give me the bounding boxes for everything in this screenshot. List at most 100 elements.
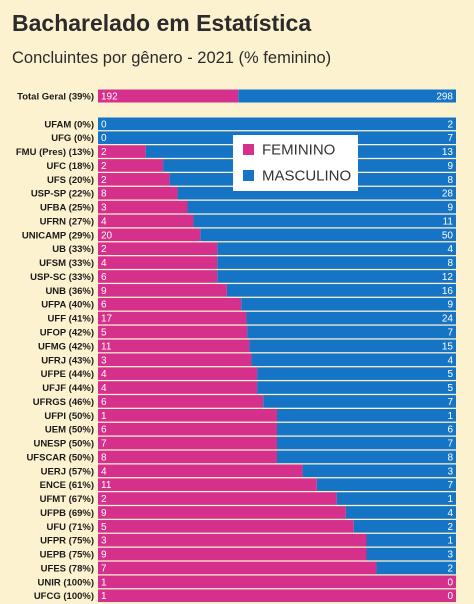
row-22-value-masculino: 6 [447, 425, 453, 436]
row-12-value-feminino: 9 [101, 286, 107, 297]
row-16-value-feminino: 11 [101, 341, 112, 352]
row-0-value-masculino: 2 [447, 119, 453, 130]
row-7-label: UFRN (27%) [40, 216, 94, 227]
row-15-value-feminino: 5 [101, 328, 107, 339]
row-14-value-masculino: 24 [442, 314, 454, 325]
row-17-value-feminino: 3 [101, 355, 107, 366]
row-29-value-feminino: 5 [101, 522, 107, 533]
row-13-bar-feminino [98, 297, 242, 311]
row-29-bar-masculino [353, 520, 456, 533]
row-16-value-masculino: 15 [442, 341, 454, 352]
row-11-bar-feminino [98, 270, 218, 283]
total-row-bar-masculino [238, 89, 456, 103]
row-5-value-masculino: 28 [442, 189, 454, 200]
row-5-label: USP-SP (22%) [31, 189, 94, 200]
row-28-value-masculino: 4 [447, 508, 453, 519]
row-22-bar-feminino [98, 422, 277, 436]
row-27-value-feminino: 2 [101, 494, 107, 505]
row-32-value-masculino: 2 [447, 563, 453, 574]
row-0-label: UFAM (0%) [44, 119, 94, 130]
row-26-bar-masculino [316, 478, 456, 491]
row-28-value-feminino: 9 [101, 508, 107, 519]
row-25-label: UERJ (57%) [41, 466, 94, 477]
row-1-label: UFG (0%) [51, 133, 94, 144]
row-23-value-masculino: 7 [447, 439, 453, 450]
row-32-bar-feminino [98, 561, 377, 575]
row-30-bar-feminino [98, 533, 367, 547]
row-18-label: UFPE (44%) [41, 369, 94, 380]
row-10-label: UFSM (33%) [39, 258, 94, 269]
row-14-label: UFF (41%) [48, 314, 94, 325]
row-32-value-feminino: 7 [101, 563, 107, 574]
row-27-value-masculino: 1 [447, 494, 453, 505]
row-6-value-masculino: 9 [447, 203, 453, 214]
row-16-bar-feminino [98, 339, 250, 353]
row-34-label: UFCG (100%) [34, 591, 94, 602]
row-9-value-masculino: 4 [447, 244, 453, 255]
row-17-bar-feminino [98, 353, 252, 367]
row-7-value-feminino: 4 [101, 216, 107, 227]
row-31-label: UEPB (75%) [40, 550, 94, 561]
legend-swatch-masculino [243, 170, 254, 181]
row-28-bar-masculino [345, 506, 456, 519]
row-24-value-feminino: 8 [101, 452, 107, 463]
row-33-value-feminino: 1 [101, 577, 107, 588]
row-2-value-masculino: 13 [442, 147, 454, 158]
row-30-label: UFPR (75%) [40, 536, 94, 547]
row-14-bar-feminino [98, 311, 247, 325]
row-9-bar-masculino [217, 242, 456, 256]
row-25-bar-masculino [302, 464, 456, 478]
row-6-bar-masculino [187, 200, 456, 214]
row-18-value-feminino: 4 [101, 369, 107, 380]
row-4-value-feminino: 2 [101, 175, 107, 186]
row-34-bar-feminino [98, 589, 456, 603]
row-11-value-masculino: 12 [442, 272, 454, 283]
row-8-value-masculino: 50 [442, 230, 454, 241]
row-11-label: USP-SC (33%) [30, 272, 94, 283]
row-27-label: UFMT (67%) [40, 494, 94, 505]
row-0-value-feminino: 0 [101, 119, 107, 130]
row-17-bar-masculino [251, 353, 456, 367]
row-22-bar-masculino [277, 422, 456, 436]
total-row-value-feminino: 192 [101, 92, 118, 103]
row-2-value-feminino: 2 [101, 147, 107, 158]
row-12-value-masculino: 16 [442, 286, 454, 297]
row-14-bar-masculino [246, 311, 456, 325]
row-20-bar-feminino [98, 395, 264, 408]
row-24-label: UFSCAR (50%) [26, 452, 94, 463]
row-28-label: UFPB (69%) [40, 508, 94, 519]
row-34-value-masculino: 0 [447, 591, 453, 602]
row-23-label: UNESP (50%) [33, 439, 94, 450]
row-19-value-masculino: 5 [447, 383, 453, 394]
row-21-value-masculino: 1 [447, 411, 453, 422]
row-30-value-masculino: 1 [447, 536, 453, 547]
row-13-label: UFPA (40%) [41, 300, 94, 311]
row-1-value-feminino: 0 [101, 133, 107, 144]
row-15-bar-feminino [98, 325, 248, 339]
row-25-value-feminino: 4 [101, 466, 107, 477]
row-15-bar-masculino [247, 325, 456, 339]
row-29-bar-feminino [98, 520, 354, 533]
row-21-bar-masculino [277, 408, 456, 422]
row-29-value-masculino: 2 [447, 522, 453, 533]
row-8-label: UNICAMP (29%) [22, 230, 94, 241]
row-7-bar-masculino [193, 214, 456, 228]
row-5-value-feminino: 8 [101, 189, 107, 200]
row-16-bar-masculino [249, 339, 456, 353]
row-17-value-masculino: 4 [447, 355, 453, 366]
row-2-label: FMU (Pres) (13%) [16, 147, 94, 158]
row-21-bar-feminino [98, 408, 277, 422]
row-23-bar-masculino [277, 436, 456, 450]
row-22-label: UEM (50%) [45, 425, 94, 436]
row-15-value-masculino: 7 [447, 328, 453, 339]
row-2-bar-feminino [98, 145, 146, 158]
total-row-label: Total Geral (39%) [17, 92, 94, 103]
row-19-bar-masculino [257, 381, 456, 394]
row-4-value-masculino: 8 [447, 175, 453, 186]
row-9-value-feminino: 2 [101, 244, 107, 255]
row-3-value-masculino: 9 [447, 161, 453, 172]
row-26-value-masculino: 7 [447, 480, 453, 491]
row-31-value-feminino: 9 [101, 550, 107, 561]
row-27-bar-masculino [336, 492, 456, 505]
row-22-value-feminino: 6 [101, 425, 107, 436]
